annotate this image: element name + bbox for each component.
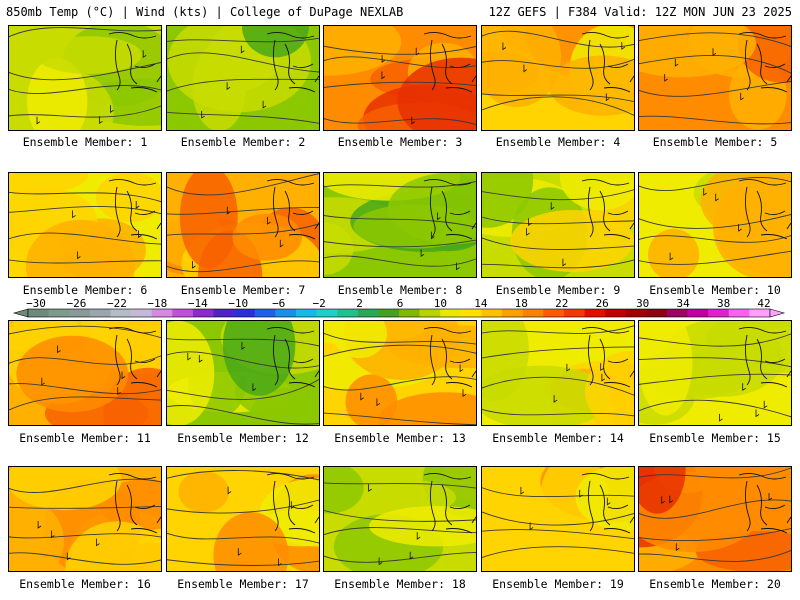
ensemble-member-map	[323, 320, 477, 426]
ensemble-member-label: Ensemble Member: 17	[177, 577, 309, 591]
ensemble-member-label: Ensemble Member: 5	[652, 135, 778, 149]
ensemble-member-map	[481, 320, 635, 426]
ensemble-member-label: Ensemble Member: 7	[180, 283, 306, 297]
ensemble-member-map	[481, 25, 635, 131]
ensemble-member-map	[323, 466, 477, 572]
colorbar-tick-label: 22	[555, 297, 569, 310]
colorbar-tick-label: −14	[187, 297, 208, 310]
ensemble-member-label: Ensemble Member: 20	[649, 577, 781, 591]
colorbar-tick-label: −10	[228, 297, 249, 310]
ensemble-member-label: Ensemble Member: 15	[649, 431, 781, 445]
ensemble-member-map	[166, 25, 320, 131]
colorbar-tick-label: 30	[636, 297, 650, 310]
ensemble-member-map	[323, 25, 477, 131]
ensemble-member-map	[638, 172, 792, 278]
ensemble-member-label: Ensemble Member: 16	[19, 577, 151, 591]
ensemble-member-label: Ensemble Member: 2	[180, 135, 306, 149]
ensemble-member-label: Ensemble Member: 8	[337, 283, 463, 297]
colorbar-tick-label: 2	[356, 297, 363, 310]
colorbar-tick-label: 6	[396, 297, 404, 310]
ensemble-member-map	[8, 466, 162, 572]
ensemble-member-label: Ensemble Member: 14	[492, 431, 624, 445]
colorbar-tick-label: −22	[106, 297, 127, 310]
ensemble-member-label: Ensemble Member: 9	[495, 283, 621, 297]
colorbar-tick-label: −30	[26, 297, 46, 310]
ensemble-member-label: Ensemble Member: 1	[22, 135, 148, 149]
ensemble-member-label: Ensemble Member: 11	[19, 431, 151, 445]
ensemble-member-map	[166, 320, 320, 426]
ensemble-member-label: Ensemble Member: 10	[649, 283, 781, 297]
colorbar-tick-label: −26	[66, 297, 87, 310]
colorbar-tick-label: 34	[676, 297, 690, 310]
ensemble-member-map	[638, 320, 792, 426]
ensemble-member-label: Ensemble Member: 4	[495, 135, 621, 149]
ensemble-member-label: Ensemble Member: 13	[334, 431, 466, 445]
ensemble-member-map	[166, 466, 320, 572]
ensemble-member-map	[8, 172, 162, 278]
ensemble-member-map	[481, 172, 635, 278]
ensemble-member-label: Ensemble Member: 3	[337, 135, 463, 149]
ensemble-member-map	[481, 466, 635, 572]
ensemble-member-label: Ensemble Member: 6	[22, 283, 148, 297]
ensemble-member-label: Ensemble Member: 19	[492, 577, 624, 591]
ensemble-member-map	[323, 172, 477, 278]
colorbar-tick-label: 26	[595, 297, 609, 310]
colorbar-tick-label: −18	[147, 297, 168, 310]
colorbar-tick-label: −2	[312, 297, 326, 310]
chart-title: 850mb Temp (°C) | Wind (kts) | College o…	[6, 5, 404, 19]
colorbar-tick-label: 42	[757, 297, 771, 310]
colorbar-tick-label: 18	[514, 297, 528, 310]
colorbar-tick-label: 38	[716, 297, 731, 310]
ensemble-member-label: Ensemble Member: 18	[334, 577, 466, 591]
ensemble-member-map	[8, 320, 162, 426]
ensemble-member-map	[8, 25, 162, 131]
ensemble-member-label: Ensemble Member: 12	[177, 431, 309, 445]
colorbar-tick-label: 14	[474, 297, 488, 310]
colorbar-tick-label: 10	[433, 297, 448, 310]
colorbar-tick-label: −6	[272, 297, 286, 310]
run-valid-time: 12Z GEFS | F384 Valid: 12Z MON JUN 23 20…	[488, 5, 792, 19]
ensemble-member-map	[638, 25, 792, 131]
ensemble-member-map	[166, 172, 320, 278]
ensemble-member-map	[638, 466, 792, 572]
